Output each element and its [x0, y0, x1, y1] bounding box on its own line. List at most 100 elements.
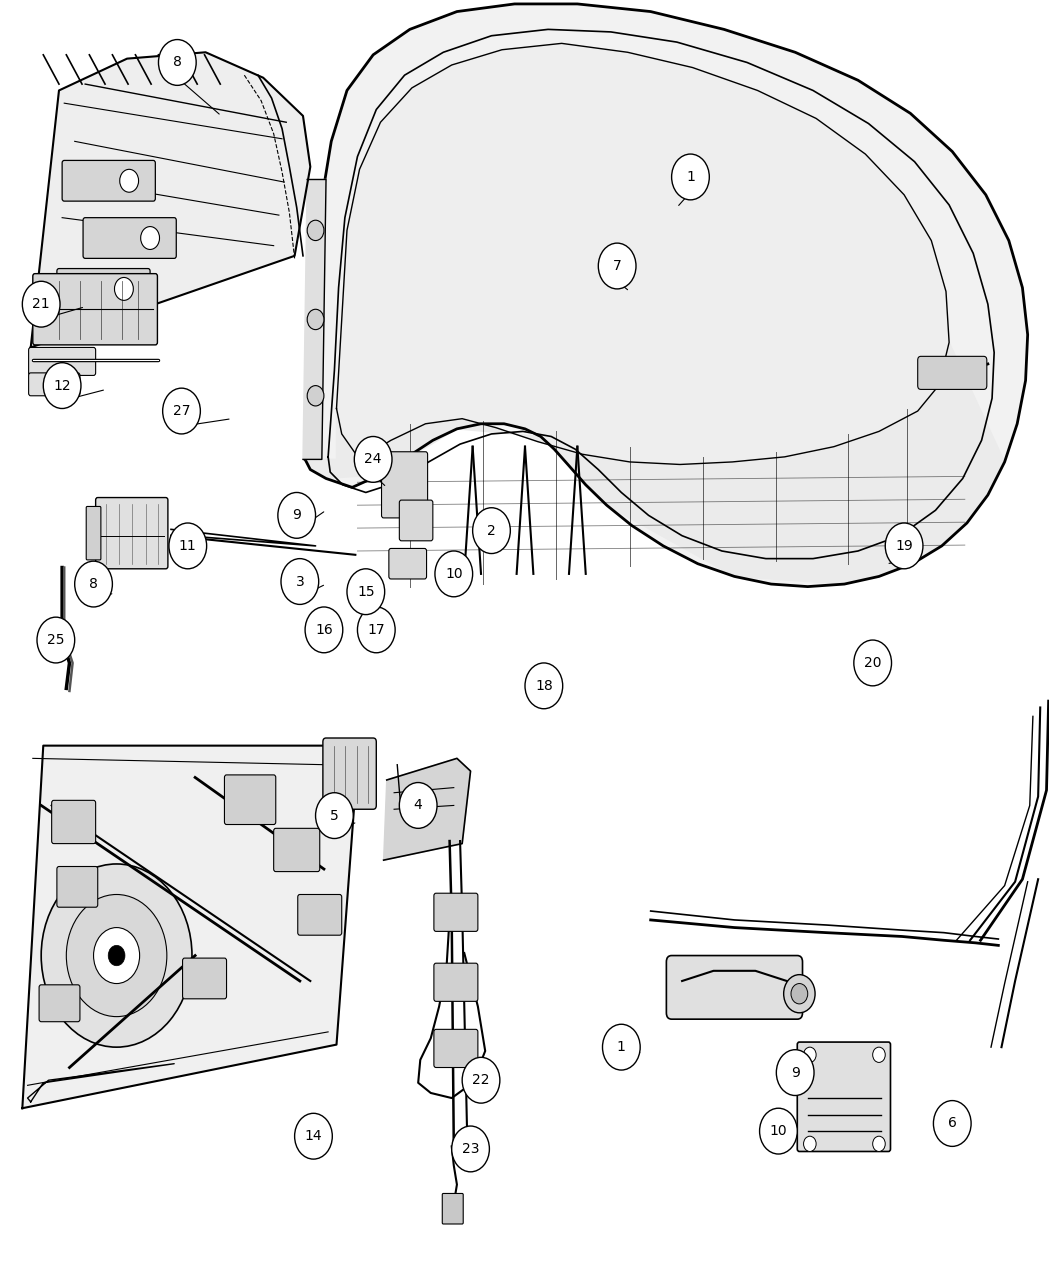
FancyBboxPatch shape: [183, 958, 227, 998]
FancyBboxPatch shape: [918, 356, 987, 389]
Text: 24: 24: [364, 453, 382, 467]
FancyBboxPatch shape: [442, 1193, 463, 1224]
Circle shape: [672, 154, 710, 200]
FancyBboxPatch shape: [797, 1042, 890, 1151]
FancyBboxPatch shape: [298, 895, 341, 935]
Circle shape: [776, 1049, 814, 1095]
Circle shape: [163, 388, 201, 434]
Circle shape: [316, 793, 353, 839]
Text: 10: 10: [445, 567, 463, 581]
Circle shape: [141, 227, 160, 250]
Text: 9: 9: [292, 509, 301, 523]
Circle shape: [120, 170, 139, 193]
Text: 14: 14: [304, 1130, 322, 1144]
Circle shape: [354, 436, 392, 482]
Text: 19: 19: [896, 539, 912, 553]
FancyBboxPatch shape: [39, 984, 80, 1021]
Text: 17: 17: [368, 623, 385, 638]
Circle shape: [169, 523, 207, 569]
Text: 22: 22: [472, 1074, 489, 1088]
Text: 5: 5: [330, 808, 339, 822]
Polygon shape: [306, 4, 1028, 587]
Text: 12: 12: [54, 379, 71, 393]
FancyBboxPatch shape: [62, 161, 155, 201]
Text: 15: 15: [357, 585, 375, 599]
Circle shape: [75, 561, 112, 607]
Circle shape: [278, 492, 316, 538]
Circle shape: [803, 1136, 816, 1151]
Circle shape: [873, 1047, 885, 1062]
Circle shape: [452, 1126, 489, 1172]
Text: 20: 20: [864, 655, 881, 669]
Circle shape: [791, 983, 807, 1003]
Text: 6: 6: [948, 1117, 957, 1131]
Circle shape: [933, 1100, 971, 1146]
Circle shape: [66, 895, 167, 1016]
Text: 9: 9: [791, 1066, 800, 1080]
Circle shape: [159, 40, 196, 85]
Polygon shape: [30, 52, 311, 347]
Text: 2: 2: [487, 524, 496, 538]
Circle shape: [854, 640, 891, 686]
Circle shape: [308, 385, 324, 405]
FancyBboxPatch shape: [381, 451, 427, 518]
Circle shape: [308, 221, 324, 241]
FancyBboxPatch shape: [274, 829, 320, 872]
Text: 4: 4: [414, 798, 422, 812]
FancyBboxPatch shape: [434, 963, 478, 1001]
Circle shape: [308, 310, 324, 330]
Text: 1: 1: [617, 1040, 626, 1054]
FancyBboxPatch shape: [399, 500, 433, 541]
FancyBboxPatch shape: [388, 548, 426, 579]
Circle shape: [281, 558, 319, 604]
Circle shape: [759, 1108, 797, 1154]
Circle shape: [357, 607, 395, 653]
Circle shape: [783, 974, 815, 1012]
Text: 23: 23: [462, 1142, 479, 1156]
FancyBboxPatch shape: [225, 775, 276, 825]
Polygon shape: [306, 343, 1005, 584]
Circle shape: [885, 523, 923, 569]
FancyBboxPatch shape: [83, 218, 176, 259]
Text: 8: 8: [173, 55, 182, 69]
Text: 27: 27: [173, 404, 190, 418]
Text: 11: 11: [178, 539, 196, 553]
FancyBboxPatch shape: [86, 506, 101, 560]
Polygon shape: [383, 759, 470, 861]
FancyBboxPatch shape: [323, 738, 376, 810]
Text: 10: 10: [770, 1125, 788, 1139]
FancyBboxPatch shape: [57, 867, 98, 908]
Circle shape: [306, 607, 342, 653]
Circle shape: [399, 783, 437, 829]
Polygon shape: [303, 180, 327, 459]
FancyBboxPatch shape: [51, 801, 96, 844]
Circle shape: [295, 1113, 332, 1159]
FancyBboxPatch shape: [57, 269, 150, 310]
Text: 3: 3: [295, 575, 304, 589]
FancyBboxPatch shape: [28, 347, 96, 375]
Text: 18: 18: [536, 678, 552, 692]
FancyBboxPatch shape: [96, 497, 168, 569]
Circle shape: [435, 551, 472, 597]
Text: 16: 16: [315, 623, 333, 638]
FancyBboxPatch shape: [667, 955, 802, 1019]
FancyBboxPatch shape: [33, 274, 158, 346]
Circle shape: [803, 1047, 816, 1062]
Text: 7: 7: [613, 259, 622, 273]
Circle shape: [41, 864, 192, 1047]
Polygon shape: [336, 43, 949, 464]
Circle shape: [37, 617, 75, 663]
FancyBboxPatch shape: [28, 372, 80, 395]
Circle shape: [525, 663, 563, 709]
Circle shape: [93, 928, 140, 983]
Circle shape: [462, 1057, 500, 1103]
Polygon shape: [22, 746, 355, 1108]
Text: 21: 21: [33, 297, 50, 311]
Circle shape: [114, 278, 133, 301]
Circle shape: [22, 282, 60, 328]
Text: 25: 25: [47, 634, 65, 646]
Circle shape: [108, 945, 125, 965]
Circle shape: [346, 569, 384, 615]
Circle shape: [603, 1024, 640, 1070]
Circle shape: [873, 1136, 885, 1151]
